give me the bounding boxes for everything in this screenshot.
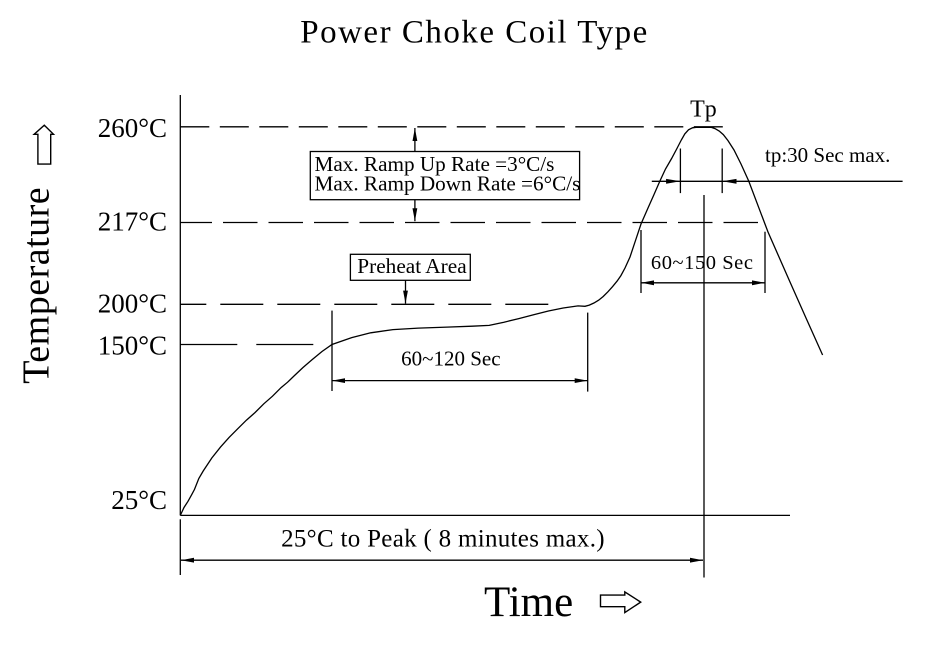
svg-text:60~150 Sec: 60~150 Sec	[651, 252, 754, 274]
svg-text:Preheat Area: Preheat Area	[357, 254, 467, 278]
svg-text:Temperature: Temperature	[16, 187, 58, 384]
svg-text:tp:30 Sec max.: tp:30 Sec max.	[765, 143, 890, 167]
svg-text:150°C: 150°C	[98, 331, 167, 361]
svg-text:Tp: Tp	[690, 97, 717, 123]
svg-text:Max. Ramp Down Rate =6°C/s: Max. Ramp Down Rate =6°C/s	[315, 172, 581, 196]
svg-text:200°C: 200°C	[98, 289, 167, 319]
svg-text:Time: Time	[484, 579, 573, 626]
svg-text:Power Choke Coil Type: Power Choke Coil Type	[300, 14, 648, 50]
svg-text:217°C: 217°C	[98, 207, 167, 237]
svg-text:Max. Ramp Up Rate =3°C/s: Max. Ramp Up Rate =3°C/s	[315, 152, 555, 176]
svg-text:25°C to Peak ( 8 minutes max.): 25°C to Peak ( 8 minutes max.)	[281, 526, 605, 553]
svg-text:25°C: 25°C	[111, 485, 167, 515]
svg-text:260°C: 260°C	[98, 113, 167, 143]
svg-text:60~120 Sec: 60~120 Sec	[401, 346, 500, 370]
